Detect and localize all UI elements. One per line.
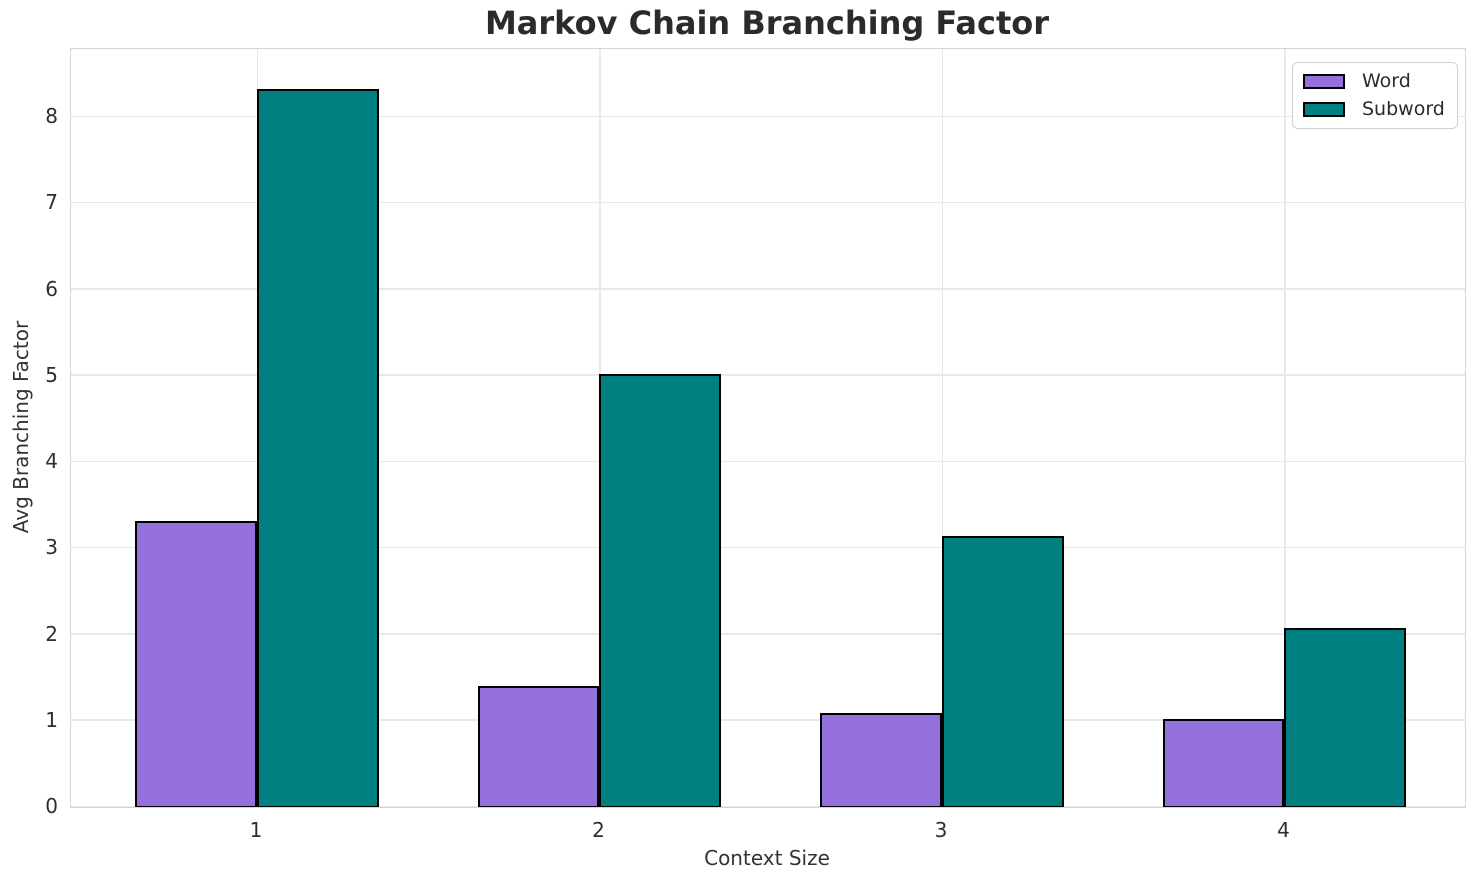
plot-area: [70, 48, 1466, 808]
legend-item-word: Word: [1303, 71, 1447, 92]
v-gridline-3: [941, 49, 944, 807]
h-gridline-5: [71, 374, 1465, 376]
y-tick-label-3: 3: [45, 535, 58, 560]
legend-item-subword: Subword: [1303, 99, 1447, 120]
bar-word-2: [477, 686, 600, 807]
h-gridline-8: [71, 115, 1465, 118]
y-tick-label-0: 0: [45, 794, 58, 818]
bar-subword-2: [599, 374, 722, 807]
chart-title: Markov Chain Branching Factor: [484, 4, 1050, 42]
bar-word-1: [135, 520, 257, 807]
y-tick-label-6: 6: [45, 276, 58, 301]
h-gridline-6: [71, 288, 1465, 290]
legend-swatch-word: [1303, 74, 1345, 89]
y-tick-label-1: 1: [45, 707, 58, 732]
bar-word-4: [1162, 719, 1285, 807]
h-gridline-3: [71, 546, 1465, 549]
legend-label-subword: Subword: [1362, 98, 1445, 120]
bar-subword-3: [941, 536, 1064, 807]
bar-subword-1: [256, 88, 379, 807]
legend-swatch-subword: [1303, 102, 1345, 117]
y-tick-label-5: 5: [45, 362, 58, 387]
y-axis-label: Avg Branching Factor: [9, 320, 33, 534]
v-gridline-4: [1284, 49, 1286, 807]
y-tick-label-8: 8: [45, 104, 58, 129]
bar-subword-4: [1284, 627, 1407, 807]
h-gridline-7: [71, 201, 1465, 204]
legend: Word Subword: [1292, 62, 1458, 129]
h-gridline-0: [71, 805, 1465, 807]
bar-word-3: [820, 713, 942, 807]
h-gridline-4: [71, 460, 1465, 463]
y-tick-label-7: 7: [45, 190, 58, 215]
h-gridline-2: [71, 633, 1465, 635]
x-tick-label-2: 2: [592, 818, 605, 842]
y-tick-label-4: 4: [45, 449, 58, 474]
legend-label-word: Word: [1362, 70, 1411, 92]
h-gridline-1: [71, 719, 1465, 721]
x-tick-label-4: 4: [1277, 818, 1290, 842]
x-axis-label: Context Size: [704, 846, 830, 870]
x-tick-label-3: 3: [934, 818, 948, 842]
y-tick-label-2: 2: [45, 621, 58, 646]
x-tick-label-1: 1: [249, 818, 263, 842]
